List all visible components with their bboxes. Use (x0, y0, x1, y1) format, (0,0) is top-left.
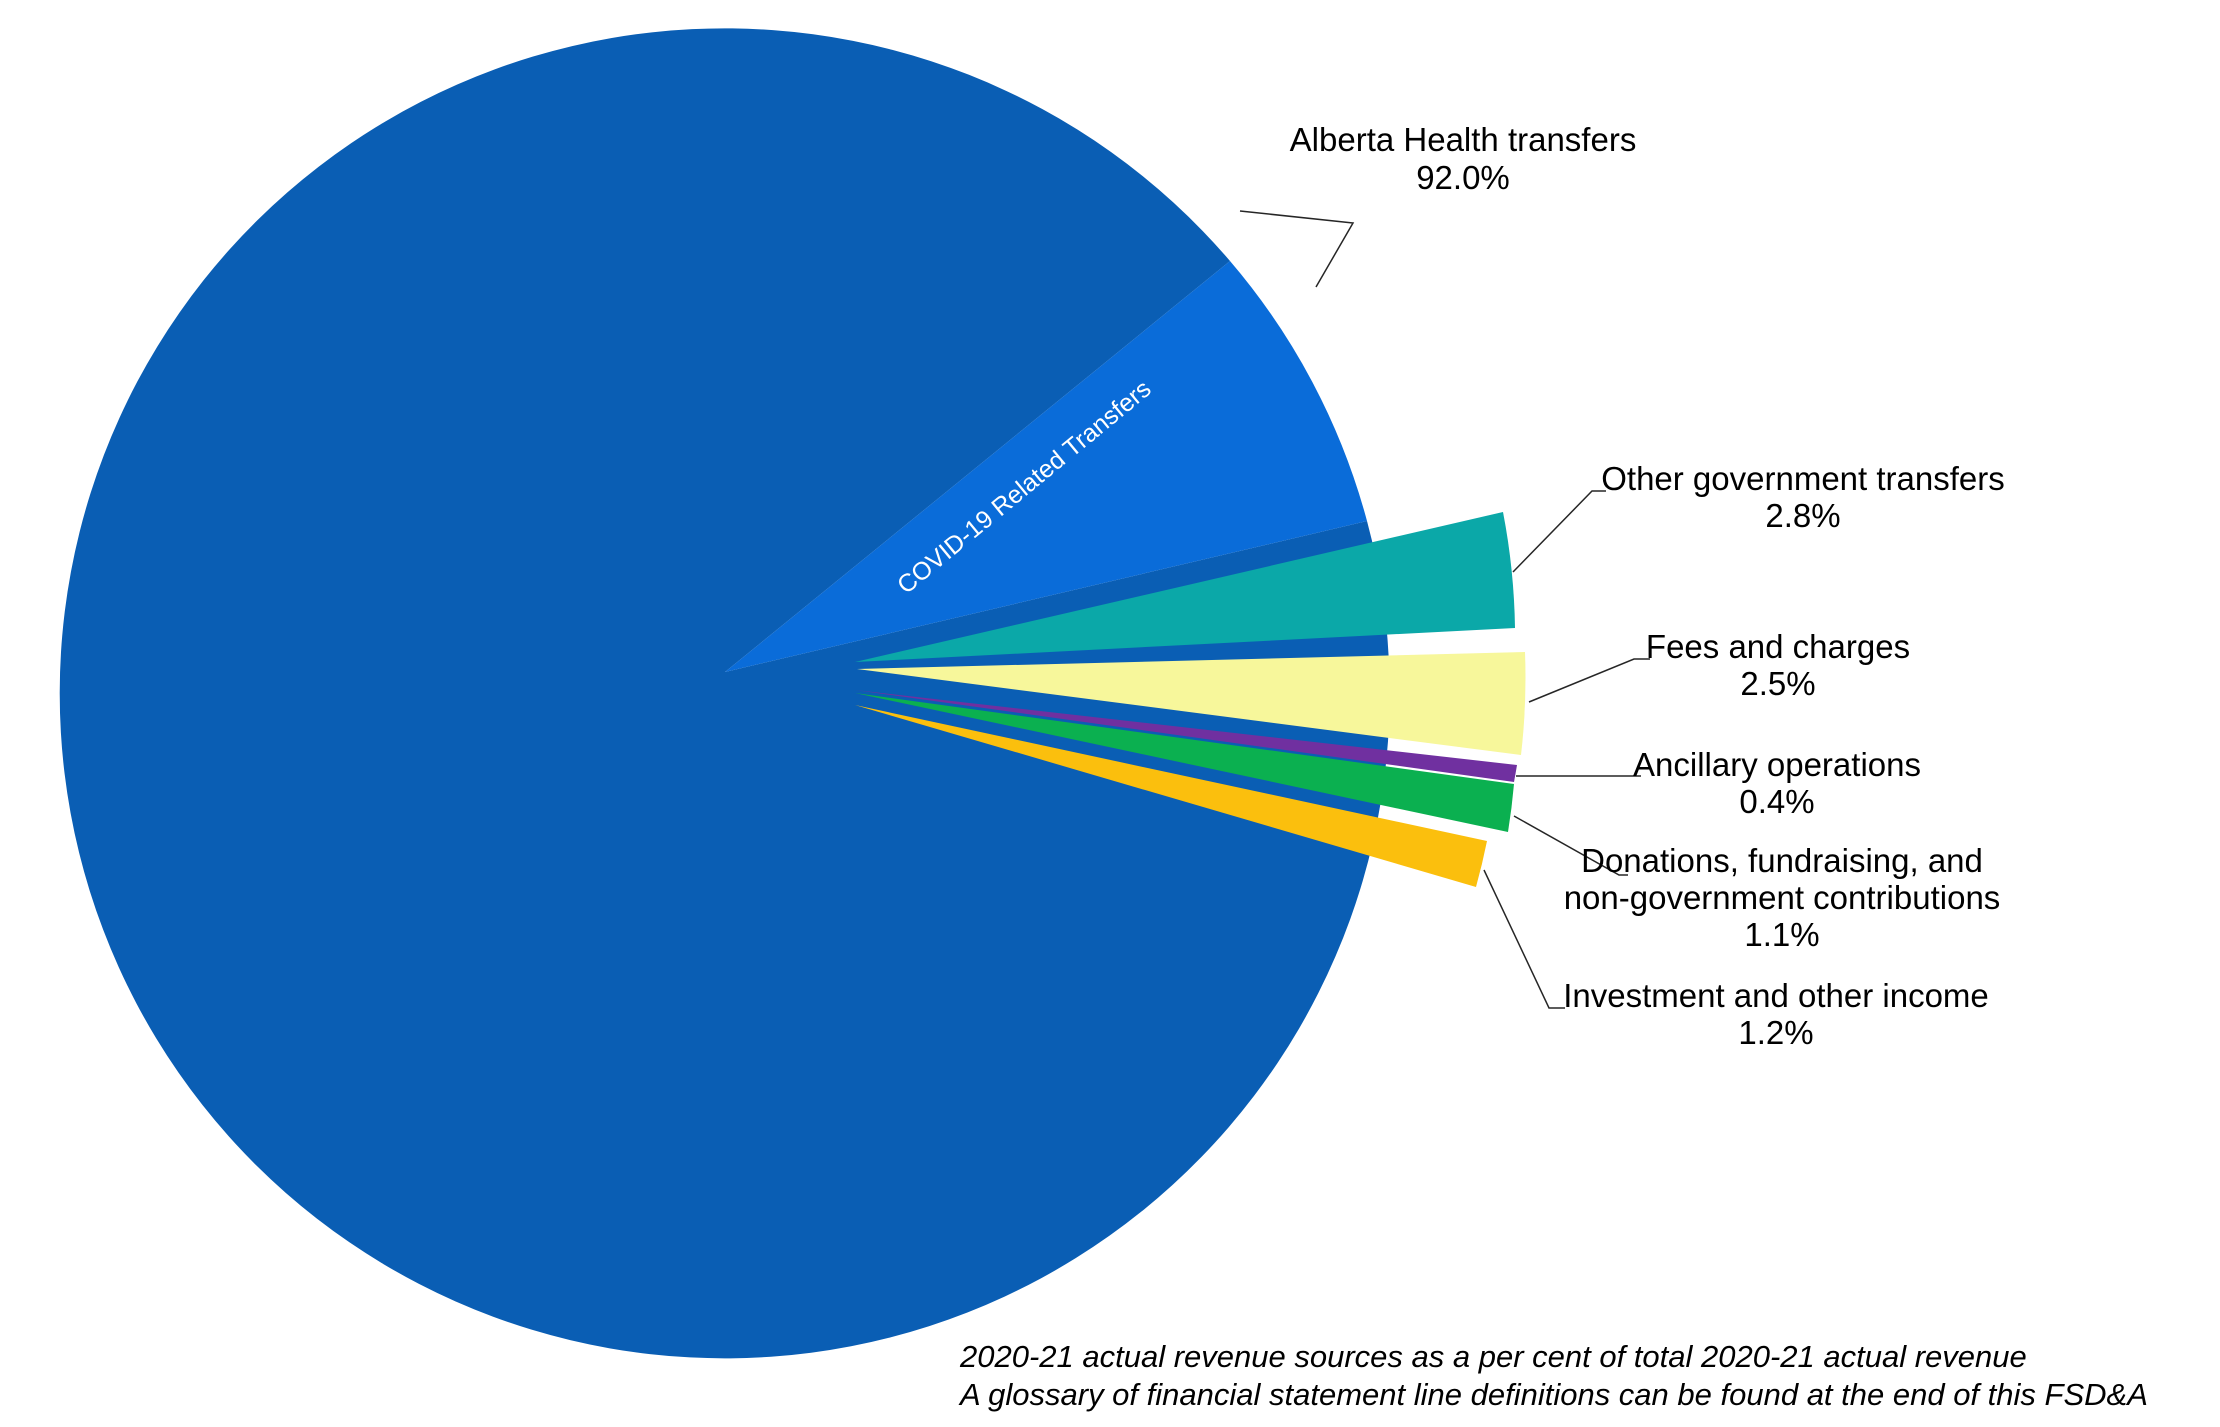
slice-investment-and-other-income (855, 705, 1487, 887)
slice-fees-and-charges (857, 652, 1526, 755)
label-ancillary-operations: Ancillary operations (1633, 746, 1921, 783)
label-donations-line-2: non-government contributions (1564, 879, 2001, 916)
footnote-line-1: 2020-21 actual revenue sources as a per … (960, 1339, 2027, 1374)
value-alberta-health-transfers: 92.0% (1416, 159, 1510, 196)
value-investment-and-other-income: 1.2% (1738, 1014, 1813, 1051)
footnote-line-2: A glossary of financial statement line d… (960, 1377, 2148, 1412)
label-donations-line-1: Donations, fundraising, and (1581, 842, 1983, 879)
value-donations: 1.1% (1744, 916, 1819, 953)
label-alberta-health-transfers: Alberta Health transfers (1290, 121, 1637, 158)
slice-covid-19-related-transfers (725, 261, 1367, 672)
slice-other-government-transfers (855, 512, 1515, 662)
leader-line-other-government (1512, 490, 1606, 573)
leader-line-donations (1513, 815, 1628, 876)
label-fees-and-charges: Fees and charges (1646, 628, 1910, 665)
leader-line-alberta-health (1239, 210, 1355, 288)
label-other-government-transfers: Other government transfers (1601, 460, 2005, 497)
leader-line-investment (1483, 869, 1565, 1009)
slice-ancillary-operations (855, 690, 1517, 782)
chart-footnote: 2020-21 actual revenue sources as a per … (960, 1338, 2210, 1414)
value-fees-and-charges: 2.5% (1740, 665, 1815, 702)
value-other-government-transfers: 2.8% (1765, 497, 1840, 534)
slice-alberta-health-transfers (59, 28, 1390, 1359)
slice-donations-fundraising (855, 693, 1514, 832)
value-ancillary-operations: 0.4% (1739, 783, 1814, 820)
label-investment-and-other-income: Investment and other income (1563, 977, 1989, 1014)
leader-line-fees-and-charges (1528, 658, 1650, 703)
